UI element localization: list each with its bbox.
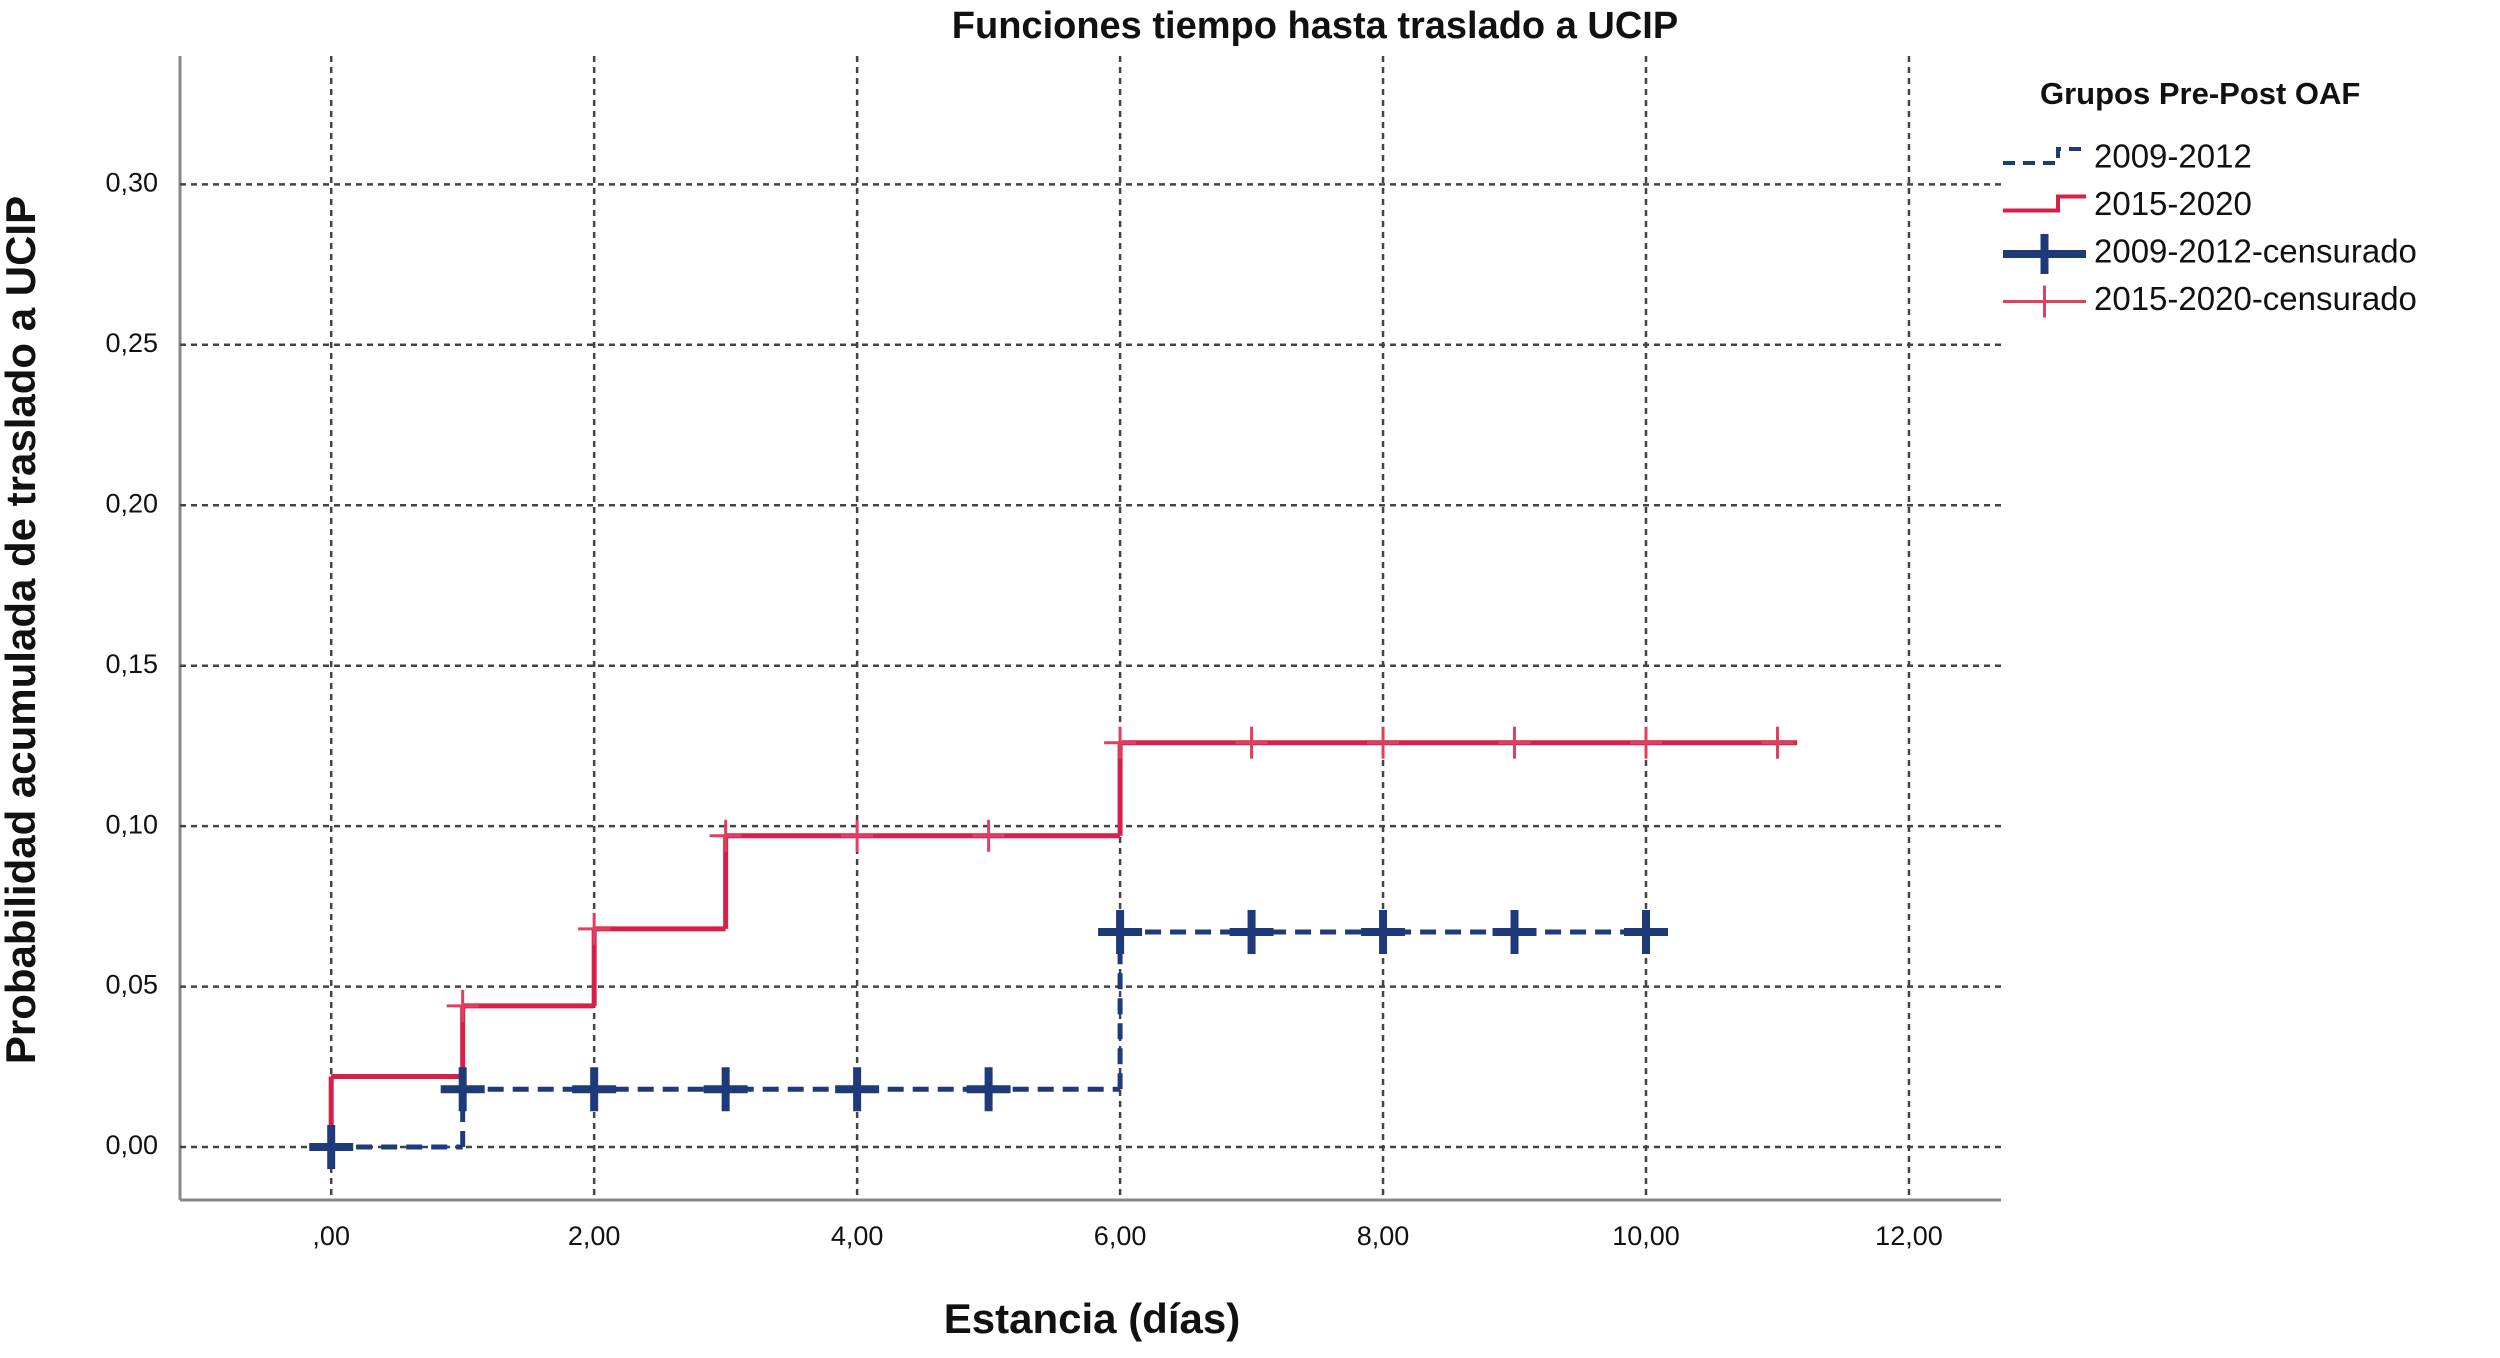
- censor-marker: [703, 1067, 748, 1112]
- censor-marker: [578, 912, 611, 945]
- x-tick-label: ,00: [312, 1221, 350, 1251]
- censor-marker: [1367, 726, 1400, 759]
- censor-marker: [309, 1125, 354, 1170]
- y-tick-label: 0,05: [105, 970, 158, 1000]
- censor-marker: [1498, 726, 1531, 759]
- legend-label: 2009-2012: [2094, 138, 2252, 175]
- censor-marker: [966, 1067, 1011, 1112]
- censor-marker: [835, 1067, 880, 1112]
- y-tick-label: 0,00: [105, 1130, 158, 1160]
- censor-marker: [446, 989, 479, 1022]
- y-tick-label: 0,20: [105, 488, 158, 518]
- y-tick-label: 0,10: [105, 809, 158, 839]
- legend-label: 2009-2012-censurado: [2094, 233, 2417, 270]
- censor-marker: [1235, 726, 1268, 759]
- censor-marker: [1492, 910, 1537, 955]
- x-tick-label: 10,00: [1612, 1221, 1680, 1251]
- censor-marker: [972, 819, 1005, 852]
- censor-marker: [709, 819, 742, 852]
- x-tick-label: 6,00: [1094, 1221, 1147, 1251]
- censor-marker: [1624, 910, 1669, 955]
- y-tick-label: 0,15: [105, 649, 158, 679]
- censor-marker: [1104, 726, 1137, 759]
- legend-title: Grupos Pre-Post OAF: [2040, 76, 2360, 111]
- censor-marker: [1361, 910, 1406, 955]
- censor-marker: [572, 1067, 617, 1112]
- x-tick-label: 8,00: [1357, 1221, 1410, 1251]
- y-tick-label: 0,25: [105, 328, 158, 358]
- y-axis-label: Probabilidad acumulada de traslado a UCI…: [0, 196, 44, 1064]
- censor-marker: [1761, 726, 1794, 759]
- censor-marker: [440, 1067, 485, 1112]
- chart-title: Funciones tiempo hasta traslado a UCIP: [952, 5, 1678, 47]
- legend-label: 2015-2020: [2094, 185, 2252, 222]
- x-tick-label: 4,00: [831, 1221, 884, 1251]
- censor-marker: [1229, 910, 1274, 955]
- x-tick-label: 2,00: [568, 1221, 621, 1251]
- censor-marker: [1630, 726, 1663, 759]
- y-tick-label: 0,30: [105, 167, 158, 197]
- x-axis-label: Estancia (días): [944, 1295, 1240, 1342]
- censor-marker: [1098, 910, 1143, 955]
- legend-label: 2015-2020-censurado: [2094, 280, 2417, 317]
- censor-marker: [841, 819, 874, 852]
- legend-swatch: [2003, 147, 2086, 165]
- x-tick-label: 12,00: [1875, 1221, 1943, 1251]
- legend-swatch: [2003, 194, 2086, 213]
